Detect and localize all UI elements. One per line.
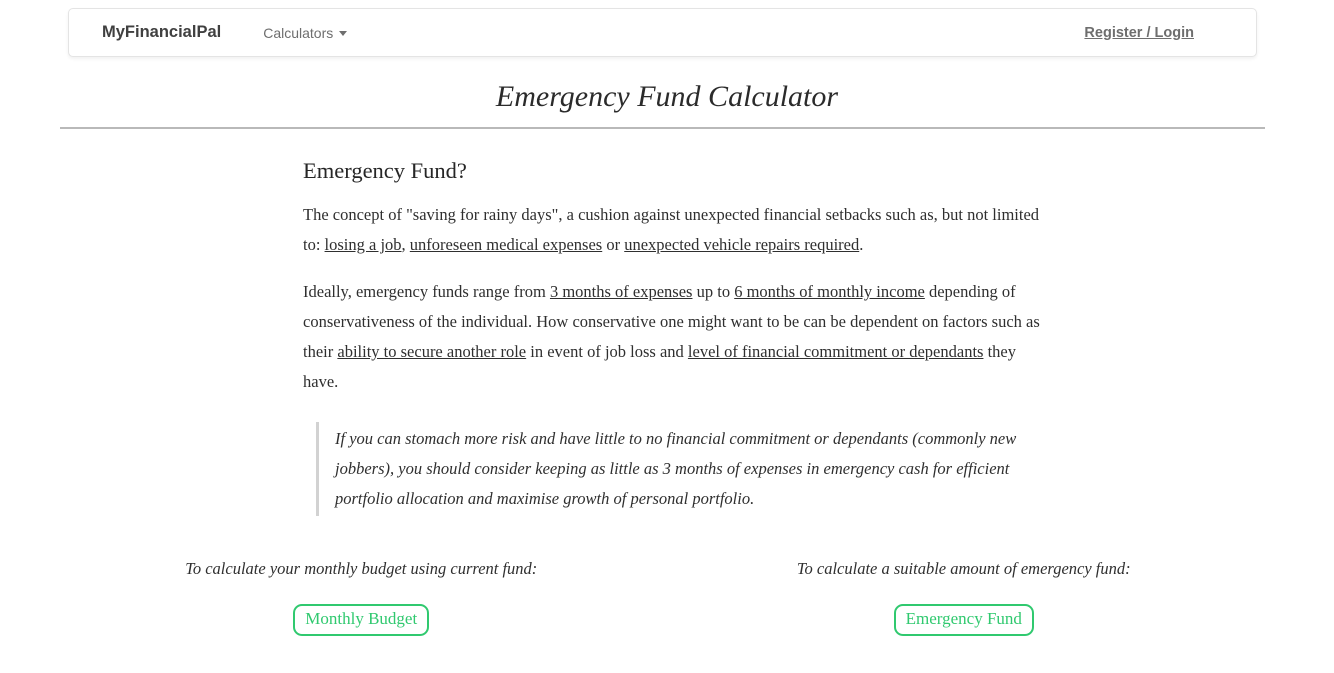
navbar: MyFinancialPal Calculators Register / Lo… xyxy=(68,8,1257,57)
text-segment: The concept of "saving for rainy days", … xyxy=(303,205,1040,254)
inline-link[interactable]: losing a job xyxy=(324,235,402,254)
text-segment: they have. xyxy=(303,342,1016,391)
text-segment: or xyxy=(602,235,625,254)
emergency-fund-caption: To calculate a suitable amount of emerge… xyxy=(796,559,1131,578)
text-segment: depending of conservativeness of the ind… xyxy=(303,282,1040,361)
caret-down-icon xyxy=(339,31,348,36)
text-segment: . xyxy=(859,235,864,254)
inline-link[interactable]: 6 months of monthly income xyxy=(734,282,925,301)
section-heading: Emergency Fund? xyxy=(303,158,467,183)
register-login-link[interactable]: Register / Login xyxy=(1084,24,1194,41)
page-title: Emergency Fund Calculator xyxy=(495,80,839,113)
emergency-fund-button[interactable]: Emergency Fund xyxy=(893,604,1034,636)
article: Emergency Fund? The concept of "saving f… xyxy=(303,158,1048,516)
text-segment: Ideally, emergency funds range from xyxy=(303,282,550,301)
advice-blockquote: If you can stomach more risk and have li… xyxy=(316,422,1020,516)
brand-link[interactable]: MyFinancialPal xyxy=(102,23,222,41)
text-segment: , xyxy=(401,235,410,254)
paragraph-intro: The concept of "saving for rainy days", … xyxy=(303,200,1048,260)
paragraph-guidance: Ideally, emergency funds range from 3 mo… xyxy=(303,277,1048,397)
inline-link[interactable]: unforeseen medical expenses xyxy=(409,235,603,254)
inline-link[interactable]: ability to secure another role xyxy=(337,342,527,361)
inline-link[interactable]: unexpected vehicle repairs required xyxy=(624,235,860,254)
monthly-budget-caption: To calculate your monthly budget using c… xyxy=(185,559,538,578)
title-divider xyxy=(60,127,1265,129)
calculators-dropdown[interactable]: Calculators xyxy=(263,24,348,41)
monthly-budget-column: To calculate your monthly budget using c… xyxy=(60,558,663,636)
text-segment: up to xyxy=(692,282,735,301)
monthly-budget-button[interactable]: Monthly Budget xyxy=(293,604,430,636)
emergency-fund-column: To calculate a suitable amount of emerge… xyxy=(663,558,1266,636)
inline-link[interactable]: level of financial commitment or dependa… xyxy=(687,342,984,361)
actions-row: To calculate your monthly budget using c… xyxy=(60,558,1265,636)
calculators-dropdown-label: Calculators xyxy=(263,24,334,41)
inline-link[interactable]: 3 months of expenses xyxy=(549,282,693,301)
text-segment: in event of job loss and xyxy=(526,342,688,361)
